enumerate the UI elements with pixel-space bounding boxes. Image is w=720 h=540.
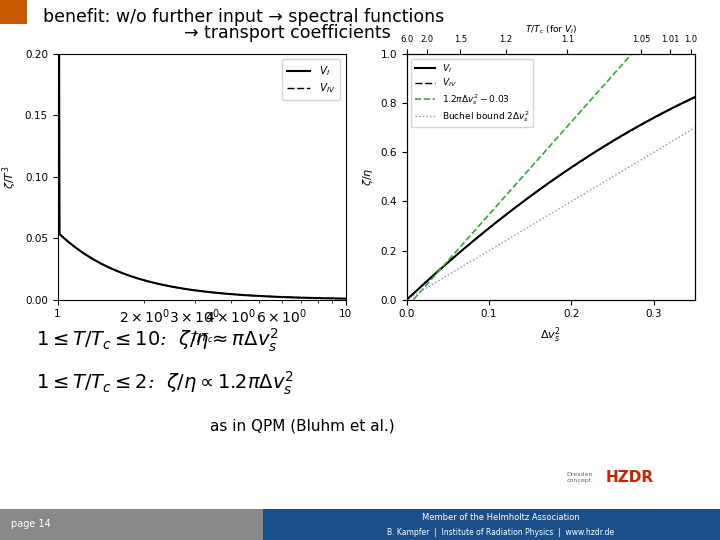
Text: $1 \leq T/T_c \leq 10$:  $\zeta/\eta \approx \pi\Delta v_s^2$: $1 \leq T/T_c \leq 10$: $\zeta/\eta \app… [36, 327, 279, 354]
$1.2\pi\Delta v_s^2 - 0.03$ [424, 279, 433, 286]
$V_{IV}$ [600, 143, 609, 150]
$1.2\pi\Delta v_s^2 - 0.03$ [599, 82, 608, 89]
$V_I$ [280, 294, 289, 300]
$V_I$ [333, 295, 342, 302]
Line: $V_{IV}$: $V_{IV}$ [407, 98, 695, 300]
$V_I$ [690, 94, 699, 100]
$V_I$ [68, 242, 77, 248]
Buchel bound $2\Delta v_s^2$ [529, 221, 538, 227]
$V_{IV}$ [186, 286, 194, 293]
$V_I$ [333, 295, 341, 302]
Line: Buchel bound $2\Delta v_s^2$: Buchel bound $2\Delta v_s^2$ [407, 127, 695, 300]
Text: as in QPM (Bluhm et al.): as in QPM (Bluhm et al.) [210, 418, 395, 434]
Buchel bound $2\Delta v_s^2$ [690, 124, 699, 131]
$V_I$ [402, 296, 411, 303]
$V_I$ [600, 143, 609, 149]
$V_{IV}$ [519, 198, 528, 205]
$V_{IV}$ [529, 191, 538, 197]
$V_{IV}$ [690, 94, 699, 101]
$V_{IV}$ [53, 229, 62, 235]
Text: $1 \leq T/T_c \leq 2$:  $\zeta/\eta \propto 1.2\pi\Delta v_s^2$: $1 \leq T/T_c \leq 2$: $\zeta/\eta \prop… [36, 370, 294, 397]
Legend: $V_I$, $V_{IV}$, $1.2\pi\Delta v_s^2 - 0.03$, Buchel bound $2\Delta v_s^2$: $V_I$, $V_{IV}$, $1.2\pi\Delta v_s^2 - 0… [411, 58, 534, 127]
$1.2\pi\Delta v_s^2 - 0.03$ [595, 87, 604, 93]
$V_{IV}$ [333, 295, 341, 302]
Buchel bound $2\Delta v_s^2$ [402, 296, 411, 303]
$V_{IV}$ [55, 16, 63, 23]
Line: $V_I$: $V_I$ [58, 18, 346, 299]
$V_I$ [529, 191, 538, 197]
Buchel bound $2\Delta v_s^2$ [519, 227, 528, 233]
$V_{IV}$ [194, 287, 202, 294]
$V_{IV}$ [341, 295, 350, 302]
Text: Member of the Helmholtz Association: Member of the Helmholtz Association [422, 512, 580, 522]
$V_I$ [194, 287, 202, 294]
$V_{IV}$ [627, 127, 636, 134]
Legend: $V_I$, $V_{IV}$: $V_I$, $V_{IV}$ [282, 59, 341, 100]
Text: B. Kampfer  |  Institute of Radiation Physics  |  www.hzdr.de: B. Kampfer | Institute of Radiation Phys… [387, 528, 614, 537]
$V_{IV}$ [68, 242, 77, 248]
Y-axis label: $\zeta/T^3$: $\zeta/T^3$ [1, 165, 19, 188]
$V_{IV}$ [402, 296, 411, 303]
$1.2\pi\Delta v_s^2 - 0.03$ [498, 196, 507, 202]
X-axis label: $\Delta v_s^2$: $\Delta v_s^2$ [541, 325, 561, 345]
$V_I$ [53, 229, 62, 235]
$V_I$ [519, 198, 528, 205]
$V_I$ [341, 295, 350, 302]
Line: $V_{IV}$: $V_{IV}$ [58, 19, 346, 299]
$V_I$ [432, 269, 441, 276]
Text: Dresden
concept: Dresden concept [567, 472, 593, 483]
Text: HZDR: HZDR [606, 470, 654, 485]
$1.2\pi\Delta v_s^2 - 0.03$ [567, 118, 576, 125]
X-axis label: $T/T_c$: $T/T_c$ [190, 332, 213, 345]
$V_{IV}$ [333, 295, 342, 302]
Buchel bound $2\Delta v_s^2$ [632, 159, 641, 166]
Line: $1.2\pi\Delta v_s^2 - 0.03$: $1.2\pi\Delta v_s^2 - 0.03$ [413, 0, 695, 300]
$V_I$ [632, 124, 641, 130]
$V_I$ [55, 15, 63, 22]
X-axis label: $T/T_c$ (for $V_I$): $T/T_c$ (for $V_I$) [525, 24, 577, 36]
$V_I$ [627, 127, 636, 133]
Buchel bound $2\Delta v_s^2$ [600, 178, 609, 185]
Text: → transport coefficients: → transport coefficients [184, 24, 390, 42]
Buchel bound $2\Delta v_s^2$ [627, 163, 636, 169]
$V_{IV}$ [280, 294, 289, 300]
Line: $V_I$: $V_I$ [407, 97, 695, 300]
$1.2\pi\Delta v_s^2 - 0.03$ [409, 296, 418, 303]
Text: page 14: page 14 [11, 519, 50, 529]
$V_I$ [186, 286, 194, 293]
Text: benefit: w/o further input → spectral functions: benefit: w/o further input → spectral fu… [43, 8, 444, 26]
Y-axis label: $\zeta/\eta$: $\zeta/\eta$ [361, 167, 375, 186]
$V_{IV}$ [432, 269, 441, 276]
Buchel bound $2\Delta v_s^2$ [432, 279, 441, 285]
$1.2\pi\Delta v_s^2 - 0.03$ [637, 39, 646, 46]
$V_{IV}$ [632, 124, 641, 131]
